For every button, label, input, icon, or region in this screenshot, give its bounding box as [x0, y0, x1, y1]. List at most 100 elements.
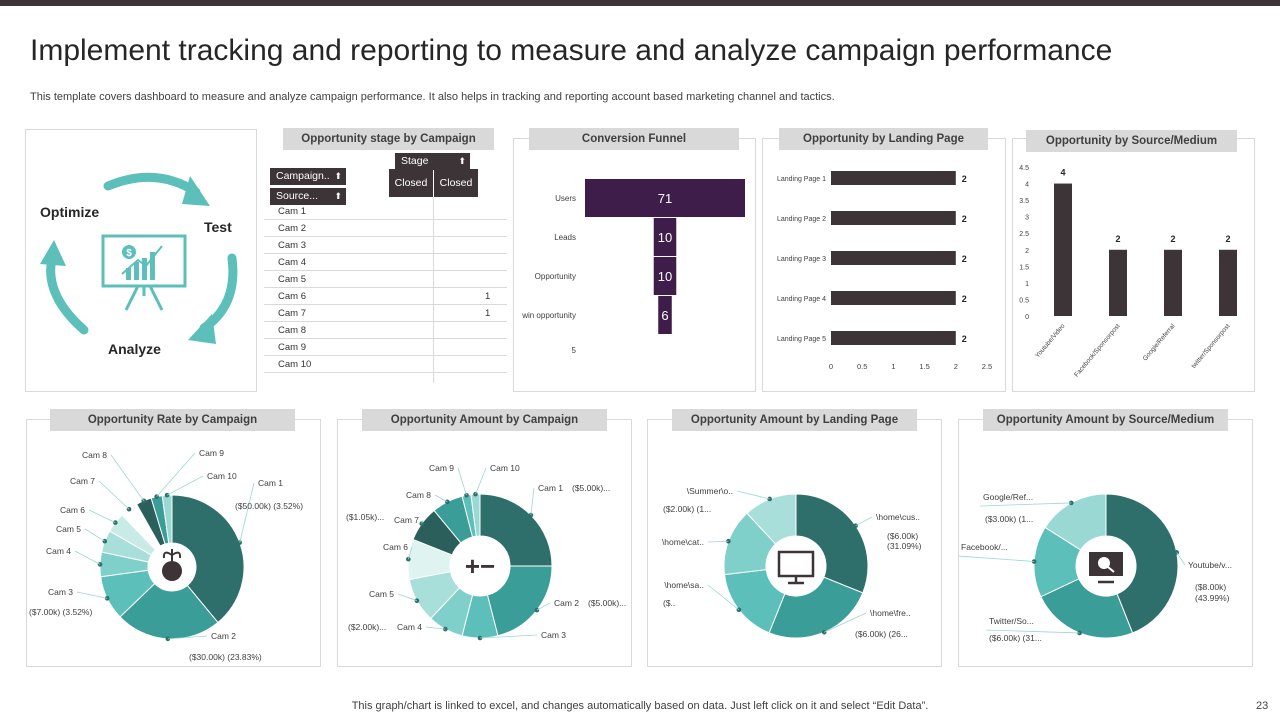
leader-line: [855, 516, 873, 527]
pivot-col-closed-1: Closed: [389, 169, 433, 197]
leader-line: [74, 550, 101, 565]
leader-line: [156, 452, 196, 497]
panel-title-amount-by-source: Opportunity Amount by Source/Medium: [983, 409, 1228, 431]
leader-line: [824, 612, 867, 633]
source-medium-value-label: 2: [1115, 234, 1120, 244]
donut-category-label: Facebook/...: [961, 542, 1008, 552]
donut-category-label: Cam 4: [46, 546, 71, 556]
pivot-row: Cam 6 1: [264, 288, 507, 305]
leader-line: [397, 593, 418, 602]
landing-page-x-tick: 0.5: [857, 362, 867, 371]
source-medium-panel: 0 0.5 1 1.5 2 2.5 3 3.5 4 4.5 4 Youtube/Video 2 Faceb…: [1012, 138, 1255, 392]
pivot-row: Cam 3: [264, 237, 507, 254]
cycle-label-analyze: Analyze: [108, 341, 161, 357]
donut-value-label: ($50.00k) (3.52%): [235, 501, 303, 511]
campaign-filter-button[interactable]: Campaign.. ⬆: [270, 168, 346, 185]
donut-category-label: Cam 6: [60, 505, 85, 515]
funnel-bar: [658, 296, 672, 334]
stage-filter-label: Stage: [401, 155, 429, 167]
landing-page-category-label: Landing Page 4: [777, 296, 826, 303]
landing-page-bar-chart: 2 Landing Page 1 2 Landing Page 2 2 Landing P…: [777, 171, 992, 371]
donut-category-label: Cam 7: [70, 476, 95, 486]
plus-minus-icon: +−: [465, 551, 495, 581]
source-medium-bar: [1109, 249, 1127, 316]
source-medium-y-tick: 3: [1025, 215, 1029, 222]
funnel-category-label: win opportunity: [521, 311, 576, 320]
analytics-monitor-icon-handle: [1107, 566, 1115, 573]
analytics-monitor-icon-lens: [1098, 557, 1110, 569]
pivot-row-label: Cam 1: [278, 206, 306, 217]
donut-category-label: \home\sa..: [664, 580, 704, 590]
leader-line: [475, 467, 487, 495]
donut-slice: [746, 493, 797, 545]
funnel-category-label: Leads: [554, 233, 576, 242]
cycle-label-test: Test: [204, 219, 232, 235]
leader-dot: [445, 499, 450, 505]
landing-page-x-tick: 0: [829, 362, 833, 371]
donut-category-label: Cam 2: [554, 598, 579, 608]
pivot-row: Cam 4: [264, 254, 507, 271]
pivot-row: Cam 1: [264, 203, 507, 220]
source-medium-y-tick: 3.5: [1019, 198, 1029, 205]
landing-page-category-label: Landing Page 1: [777, 176, 826, 183]
donut-category-label: Google/Ref...: [983, 492, 1033, 502]
donut-slice: [795, 493, 869, 594]
pivot-row: Cam 2: [264, 220, 507, 237]
donut-category-label: Cam 10: [490, 463, 520, 473]
landing-page-x-tick: 1: [891, 362, 895, 371]
donut-value-label: (31.09%): [887, 541, 922, 551]
source-filter-button[interactable]: Source... ⬆: [270, 188, 346, 205]
donut-value-label: ($1.05k)...: [346, 512, 384, 522]
donut-category-label: Cam 1: [258, 478, 283, 488]
donut-slice: [768, 576, 864, 639]
leader-dot: [821, 629, 827, 635]
pivot-row-value: 1: [485, 291, 491, 302]
panel-title-landing-page: Opportunity by Landing Page: [779, 128, 988, 150]
donut-category-label: Cam 8: [406, 490, 431, 500]
donut-hole: [767, 537, 825, 595]
conversion-funnel-panel: 71 Users 10 Leads 10 Opportunity 6 win opportun…: [513, 138, 756, 392]
source-filter-label: Source...: [276, 190, 319, 202]
pivot-col-closed-2: Closed: [434, 169, 478, 197]
cycle-arrowhead-right: [188, 314, 216, 344]
pivot-row-label: Cam 3: [278, 240, 306, 251]
landing-page-panel: 2 Landing Page 1 2 Landing Page 2 2 Landing P…: [762, 138, 1006, 392]
donut-category-label: \home\cus..: [876, 512, 920, 522]
source-medium-bar: [1164, 249, 1182, 316]
donut-value-label: (43.99%): [1195, 593, 1230, 603]
leader-line: [536, 602, 551, 611]
donut-category-label: Cam 7: [394, 515, 419, 525]
donut-value-label: ($2.00k)...: [348, 622, 386, 632]
leader-line: [707, 584, 740, 611]
source-medium-category-label: Youtube/Video: [1034, 322, 1067, 359]
source-medium-bar: [1219, 249, 1237, 316]
top-accent-bar: [0, 0, 1280, 6]
leader-line: [98, 480, 130, 510]
source-medium-y-tick: 4: [1025, 182, 1029, 189]
landing-page-value-label: 2: [962, 294, 967, 304]
leader-line: [166, 475, 204, 496]
panel-title-opportunity-stage: Opportunity stage by Campaign: [283, 128, 494, 150]
donut-category-label: \Summer\o..: [687, 486, 733, 496]
landing-page-category-label: Landing Page 3: [777, 256, 826, 263]
donut-slice: [119, 582, 219, 640]
landing-page-x-tick: 2: [954, 362, 958, 371]
donut-category-label: Cam 6: [383, 542, 408, 552]
donut-category-label: Cam 10: [207, 471, 237, 481]
cycle-arrowhead-top: [182, 176, 210, 206]
funnel-bar: [653, 257, 677, 295]
footer-note: This graph/chart is linked to excel, and…: [351, 700, 929, 712]
stage-filter-button[interactable]: Stage ⬆: [395, 153, 470, 170]
landing-page-value-label: 2: [962, 174, 967, 184]
leader-line: [457, 467, 467, 496]
donut-value-label: ($6.00k): [887, 531, 918, 541]
source-medium-bar: [1054, 183, 1072, 316]
funnel-value-label: 10: [658, 230, 672, 245]
funnel-category-label: Opportunity: [535, 272, 576, 281]
leader-dot: [528, 512, 534, 518]
source-medium-value-label: 2: [1225, 234, 1230, 244]
panel-title-amount-by-campaign: Opportunity Amount by Campaign: [362, 409, 607, 431]
funnel-value-label: 71: [658, 191, 672, 206]
donut-category-label: Cam 9: [429, 463, 454, 473]
landing-page-category-label: Landing Page 2: [777, 216, 826, 223]
